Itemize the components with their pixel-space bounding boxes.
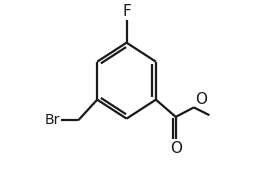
Text: O: O	[170, 141, 182, 156]
Text: O: O	[195, 91, 207, 107]
Text: F: F	[122, 4, 131, 19]
Text: Br: Br	[45, 113, 60, 127]
